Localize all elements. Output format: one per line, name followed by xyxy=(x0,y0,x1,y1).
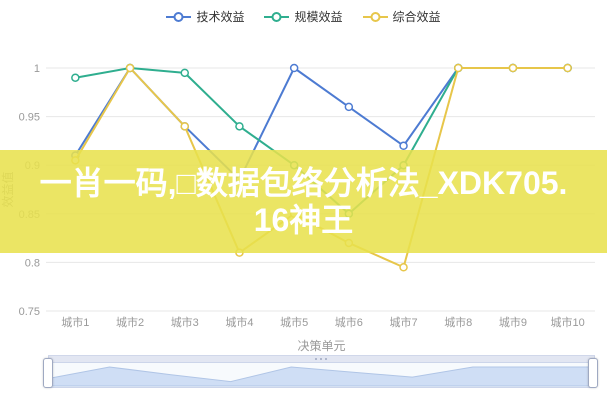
x-tick-label: 城市4 xyxy=(225,315,253,329)
line-circle-marker-icon xyxy=(264,11,290,22)
x-tick-label: 城市6 xyxy=(335,315,363,329)
x-tick-label: 城市3 xyxy=(171,315,199,329)
drag-dots-icon xyxy=(314,358,329,360)
legend-item-comprehensive-benefit[interactable]: 综合效益 xyxy=(362,8,441,25)
x-axis-name: 决策单元 xyxy=(297,339,345,353)
legend-label: 技术效益 xyxy=(196,10,245,24)
datazoom-right-handle[interactable] xyxy=(588,358,598,388)
legend-item-scale-benefit[interactable]: 规模效益 xyxy=(264,8,343,25)
data-point-技术效益-城市5[interactable] xyxy=(289,63,299,73)
datazoom-area-shape xyxy=(49,366,594,387)
datazoom-track[interactable] xyxy=(48,362,595,388)
y-tick-label: 0.75 xyxy=(19,306,40,318)
data-point-综合效益-城市10[interactable] xyxy=(563,63,572,73)
line-circle-marker-icon xyxy=(166,11,192,22)
data-point-综合效益-城市8[interactable] xyxy=(454,63,463,73)
watermark-text-line2: 16神王 xyxy=(253,201,354,238)
legend-item-technical-benefit[interactable]: 技术效益 xyxy=(166,8,244,25)
watermark-overlay: 一肖一码,□数据包络分析法_XDK705. 16神王 xyxy=(0,150,607,253)
y-tick-label: 0.8 xyxy=(25,257,40,269)
x-tick-label: 城市2 xyxy=(116,315,144,329)
data-point-规模效益-城市4[interactable] xyxy=(235,122,244,131)
datazoom-left-handle[interactable] xyxy=(43,358,53,388)
legend-label: 综合效益 xyxy=(392,10,441,24)
data-point-综合效益-城市2[interactable] xyxy=(125,63,135,73)
x-tick-label: 城市8 xyxy=(444,315,472,329)
data-point-规模效益-城市3[interactable] xyxy=(180,68,189,78)
x-tick-label: 城市10 xyxy=(551,315,585,329)
legend-label: 规模效益 xyxy=(294,10,343,24)
watermark-text-line1: 一肖一码,□数据包络分析法_XDK705. xyxy=(39,164,568,201)
y-tick-label: 0.95 xyxy=(19,112,40,124)
data-point-综合效益-城市7[interactable] xyxy=(399,263,408,272)
line-circle-marker-icon xyxy=(362,11,388,22)
datazoom-slider[interactable] xyxy=(43,355,598,388)
data-point-技术效益-城市7[interactable] xyxy=(399,141,408,151)
data-point-技术效益-城市6[interactable] xyxy=(344,102,354,112)
datazoom-move-bar[interactable] xyxy=(48,355,595,362)
x-tick-label: 城市7 xyxy=(389,315,417,329)
chart-legend: 技术效益 规模效益 综合效益 xyxy=(0,8,607,25)
datazoom-shadow-profile xyxy=(49,366,594,387)
data-point-综合效益-城市9[interactable] xyxy=(508,63,518,73)
x-tick-label: 城市5 xyxy=(280,315,308,329)
y-tick-label: 1 xyxy=(34,63,40,75)
data-point-综合效益-城市3[interactable] xyxy=(180,122,189,131)
x-tick-label: 城市9 xyxy=(499,315,527,329)
x-tick-label: 城市1 xyxy=(61,315,89,329)
data-point-规模效益-城市1[interactable] xyxy=(71,73,80,82)
